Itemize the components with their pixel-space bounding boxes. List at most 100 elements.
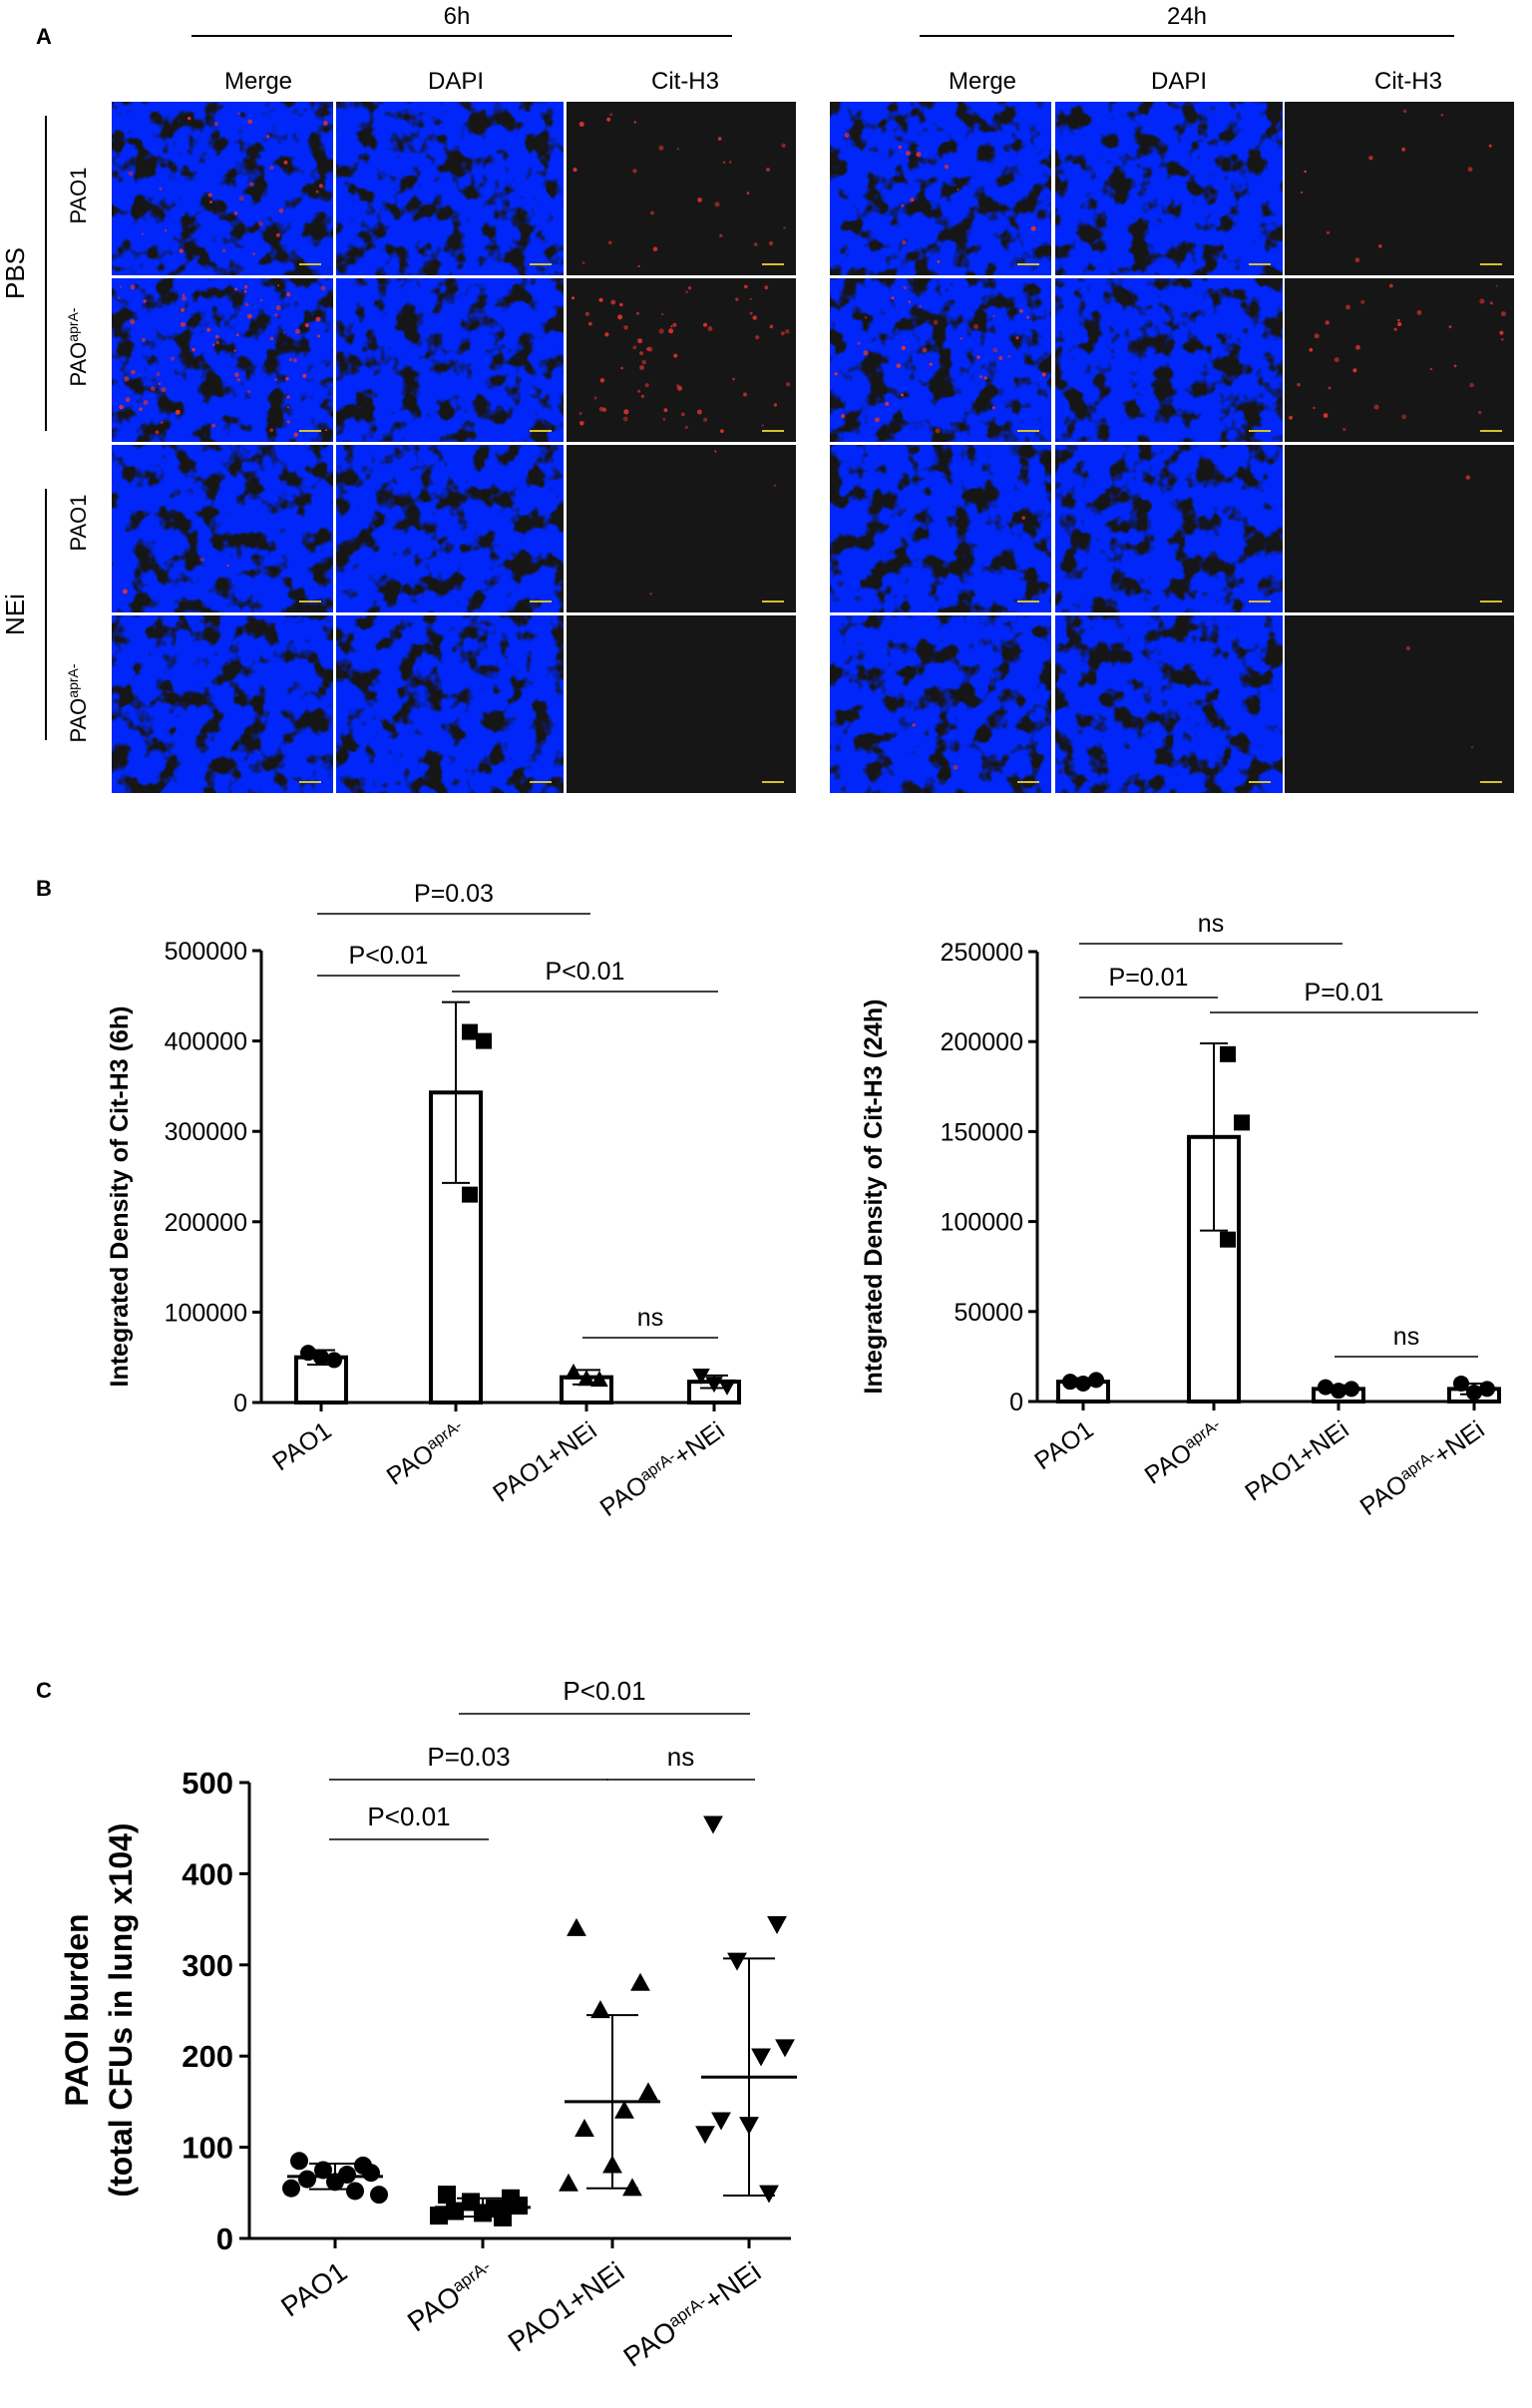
micrograph-6h-row2-dapi [336, 278, 564, 442]
cit-signal-spot [1402, 109, 1407, 114]
column-label-dapi-24h: DAPI [1151, 68, 1207, 95]
bar-group-1 [1056, 1372, 1110, 1405]
cit-signal-spot [610, 299, 616, 305]
data-point [590, 2000, 610, 2019]
cit-signal-spot [1388, 283, 1393, 288]
scale-bar [530, 430, 552, 432]
y-axis-title: Integrated Density of Cit-H3 (24h) [860, 1000, 888, 1395]
y-tick-label: 250000 [941, 939, 1023, 967]
cit-signal-spot [644, 383, 649, 388]
cit-signal-spot [637, 338, 643, 344]
cit-signal-spot [599, 378, 605, 383]
micrograph-6h-row2-cit [567, 278, 796, 442]
cit-signal-spot [677, 385, 682, 391]
cit-signal-spot [221, 248, 226, 252]
cit-signal-spot [717, 137, 722, 141]
dapi-texture [1055, 278, 1283, 442]
bar-group-1 [294, 1345, 348, 1405]
cit-signal-spot [609, 113, 613, 117]
cit-signal-spot [119, 404, 124, 410]
cit-signal-spot [685, 290, 688, 293]
cit-signal-spot [214, 122, 218, 127]
data-point [326, 2173, 344, 2192]
y-axis-title-line-1: PAOI burden [59, 1913, 95, 2106]
cit-signal-spot [919, 304, 922, 308]
data-point [474, 2204, 492, 2222]
data-point [1062, 1374, 1078, 1391]
scale-bar [299, 601, 321, 602]
dapi-texture [112, 102, 333, 275]
cit-signal-spot [1342, 427, 1346, 432]
strain-label-row-1: PAO1 [66, 167, 91, 223]
cit-signal-spot [593, 396, 597, 400]
micrograph-24h-row1-cit [1285, 102, 1514, 275]
strain-label-row-3: PAO1 [66, 494, 91, 551]
cit-signal-spot [863, 350, 869, 356]
dapi-texture [830, 445, 1051, 612]
scale-bar [1480, 430, 1502, 432]
data-point [430, 2207, 448, 2225]
data-point [559, 2173, 578, 2192]
cit-signal-spot [118, 296, 121, 299]
cit-signal-spot [1334, 357, 1340, 363]
micrograph-24h-row4-cit [1285, 615, 1514, 793]
x-tick-label-3: PAO1+NEi [488, 1416, 601, 1508]
cit-signal-spot [1360, 299, 1365, 304]
scale-bar [762, 781, 784, 783]
cit-signal-spot [937, 260, 941, 263]
cit-signal-spot [259, 298, 263, 302]
cit-signal-spot [901, 203, 905, 207]
data-point [751, 2048, 771, 2067]
cit-signal-spot [598, 297, 603, 302]
cit-signal-spot [209, 201, 212, 204]
group-4 [695, 1815, 797, 2204]
cit-signal-spot [233, 349, 236, 352]
cit-signal-spot [1354, 257, 1360, 262]
cit-signal-spot [620, 366, 623, 370]
cit-signal-spot [632, 345, 637, 350]
scale-bar [299, 263, 321, 265]
cit-signal-spot [703, 417, 708, 422]
cit-signal-spot [269, 165, 274, 171]
data-point [1343, 1381, 1359, 1398]
comparison-label: ns [1198, 910, 1224, 938]
cit-signal-spot [572, 296, 575, 300]
comparison-label: P=0.01 [1305, 979, 1384, 1006]
cit-signal-spot [957, 188, 959, 192]
cit-signal-spot [670, 325, 673, 328]
data-point [438, 2186, 456, 2205]
panel-a-letter: A [36, 24, 52, 49]
chart-cit-h3-6h: 0 100000 200000 300000 400000 500000 Integrate… [106, 880, 741, 1522]
cit-signal-spot [247, 389, 251, 394]
x-tick-label-2: PAOaprA- [1140, 1415, 1230, 1490]
micrograph-background [1285, 278, 1514, 442]
cit-signal-spot [160, 421, 164, 424]
cit-signal-spot [781, 143, 786, 149]
scale-bar [530, 781, 552, 783]
cit-signal-spot [773, 403, 778, 407]
cit-signal-spot [120, 285, 122, 288]
cit-signal-spot [992, 347, 998, 353]
x-tick-label-4: PAOaprA-+NEi [1355, 1415, 1490, 1521]
cit-signal-spot [243, 289, 247, 293]
comparison-label: P<0.01 [349, 942, 429, 970]
cit-signal-spot [320, 285, 326, 291]
scale-bar [530, 263, 552, 265]
data-point [1318, 1379, 1334, 1396]
cit-signal-spot [719, 233, 723, 237]
cit-signal-spot [935, 428, 941, 434]
cit-signal-spot [1401, 414, 1406, 420]
cit-signal-spot [619, 302, 623, 307]
cit-signal-spot [1393, 327, 1397, 331]
data-point [510, 2197, 528, 2215]
dapi-texture [830, 615, 1051, 793]
data-point [574, 2118, 594, 2137]
cit-signal-spot [658, 328, 664, 334]
data-point [703, 1815, 723, 1834]
cit-signal-spot [286, 292, 291, 297]
cit-signal-spot [702, 322, 708, 327]
cit-signal-spot [696, 409, 702, 415]
column-label-merge-6h: Merge [224, 68, 292, 95]
cit-signal-spot [181, 307, 186, 312]
cit-signal-spot [283, 331, 286, 334]
